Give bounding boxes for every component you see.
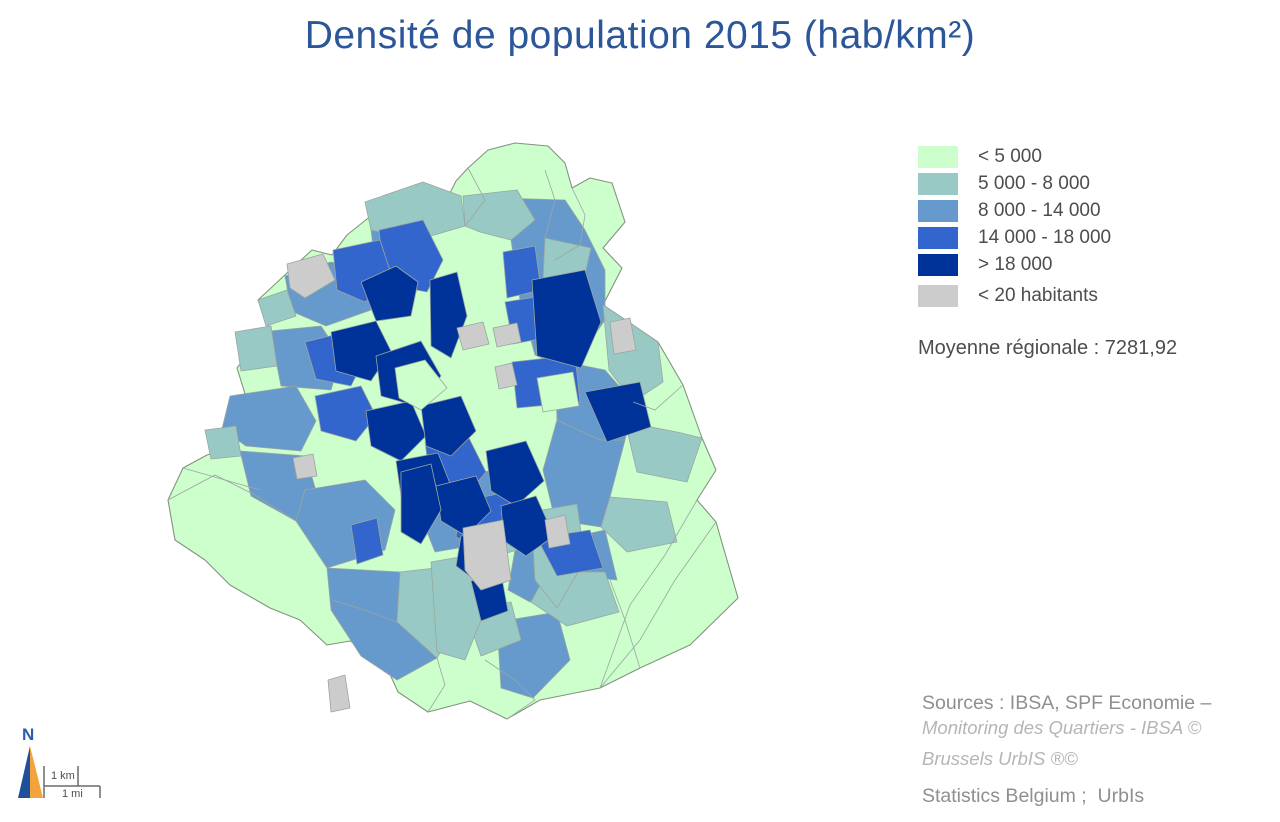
legend: < 5 000 5 000 - 8 000 8 000 - 14 000 14 000… — [918, 146, 1177, 360]
sources-line-2: Statistics Belgium ; UrbIs — [922, 785, 1145, 807]
north-arrow-and-scalebar: N 1 km 1 mi — [14, 716, 154, 812]
brussels-choropleth-map — [167, 142, 739, 720]
credits-line-1: Monitoring des Quartiers - IBSA © — [922, 717, 1202, 738]
scalebar-km-label: 1 km — [51, 770, 75, 782]
map-container — [65, 140, 745, 760]
district-border — [609, 579, 641, 669]
legend-item: 5 000 - 8 000 — [918, 173, 1177, 195]
north-label: N — [22, 725, 34, 744]
legend-swatch — [918, 285, 958, 307]
legend-label: 8 000 - 14 000 — [978, 200, 1101, 221]
legend-swatch — [918, 254, 958, 276]
district — [429, 271, 468, 359]
scalebar: 1 km 1 mi — [43, 766, 101, 800]
district — [234, 325, 278, 372]
district-border — [167, 474, 297, 522]
district — [584, 381, 652, 443]
district — [292, 453, 318, 480]
district-border — [331, 599, 398, 623]
district-border — [484, 659, 536, 720]
district — [327, 674, 351, 713]
legend-swatch — [918, 200, 958, 222]
district — [492, 322, 522, 348]
district — [494, 362, 518, 390]
legend-item: 14 000 - 18 000 — [918, 227, 1177, 249]
page-title: Densité de population 2015 (hab/km²) — [304, 14, 976, 57]
district-border — [464, 167, 486, 227]
district — [609, 317, 637, 355]
legend-label: 14 000 - 18 000 — [978, 227, 1112, 248]
legend-swatch — [918, 146, 958, 168]
district-border — [632, 384, 684, 411]
district — [420, 395, 477, 457]
north-arrow-icon — [18, 746, 30, 798]
legend-label: 5 000 - 8 000 — [978, 173, 1090, 194]
district — [531, 269, 602, 369]
district — [286, 253, 336, 299]
district-border — [182, 467, 261, 491]
district-border — [599, 499, 698, 689]
district-border — [554, 187, 586, 261]
district — [544, 514, 571, 549]
district — [462, 519, 512, 591]
north-arrow-icon — [30, 746, 43, 798]
credits-line-2: Brussels UrbIS ®© — [922, 748, 1078, 769]
district-border — [544, 169, 556, 239]
legend-swatch — [918, 227, 958, 249]
legend-swatch — [918, 173, 958, 195]
legend-label: < 20 habitants — [978, 285, 1098, 306]
district — [257, 289, 297, 327]
district-border — [599, 521, 717, 689]
legend-label: < 5 000 — [978, 146, 1042, 167]
district — [394, 359, 448, 411]
legend-item: 8 000 - 14 000 — [918, 200, 1177, 222]
sources: Sources : IBSA, SPF Economie – Statistic… — [922, 626, 1211, 822]
legend-items: < 5 000 5 000 - 8 000 8 000 - 14 000 14 000… — [918, 146, 1177, 307]
district — [314, 385, 377, 442]
district — [435, 475, 492, 537]
legend-item: < 20 habitants — [918, 285, 1177, 307]
district — [204, 425, 242, 460]
legend-item: < 5 000 — [918, 146, 1177, 168]
district-border — [427, 657, 446, 713]
legend-label: > 18 000 — [978, 254, 1053, 275]
sources-line-1: Sources : IBSA, SPF Economie – — [922, 692, 1212, 714]
district — [456, 321, 490, 351]
legend-item: > 18 000 — [918, 254, 1177, 276]
district — [600, 496, 678, 553]
scalebar-mi-label: 1 mi — [62, 788, 83, 800]
district — [400, 463, 442, 545]
district — [350, 517, 384, 565]
district — [221, 385, 317, 452]
district — [365, 400, 427, 462]
district — [624, 421, 703, 483]
credits: Monitoring des Quartiers - IBSA © Brusse… — [922, 712, 1201, 774]
district — [360, 265, 419, 322]
district — [536, 371, 580, 413]
regional-mean: Moyenne régionale : 7281,92 — [918, 337, 1178, 359]
district — [485, 440, 545, 507]
